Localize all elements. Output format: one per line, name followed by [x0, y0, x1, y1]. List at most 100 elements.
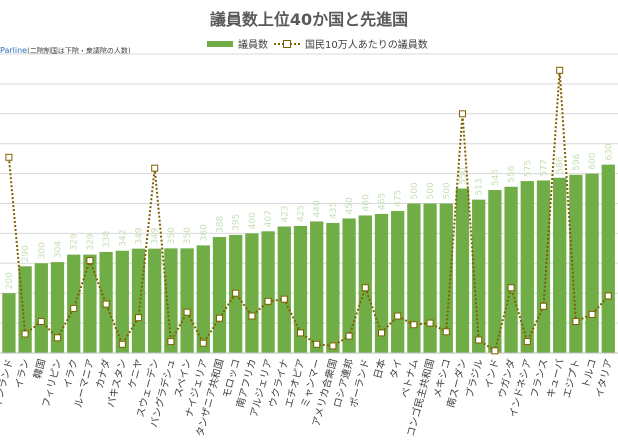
per-capita-marker — [345, 332, 353, 340]
per-capita-marker — [5, 153, 13, 161]
bar-value-label: 550 — [458, 167, 468, 184]
bar — [277, 226, 291, 353]
bar-value-label: 425 — [296, 205, 306, 222]
bar-value-label: 329 — [70, 233, 80, 250]
per-capita-marker — [523, 338, 531, 346]
bar-value-label: 556 — [507, 165, 517, 182]
per-capita-marker — [556, 66, 564, 74]
per-capita-marker — [118, 340, 126, 348]
x-tick-label: イラン — [13, 358, 32, 390]
per-capita-marker — [572, 317, 580, 325]
bar-value-label: 200 — [5, 272, 15, 289]
bar — [245, 233, 259, 353]
bar-value-label: 342 — [118, 230, 128, 247]
bar — [326, 222, 340, 353]
per-capita-marker — [232, 289, 240, 297]
bar — [391, 210, 405, 353]
bar — [585, 173, 599, 353]
bar — [148, 248, 162, 353]
bar-value-label: 465 — [377, 193, 387, 210]
per-capita-marker — [102, 300, 110, 308]
bar — [358, 215, 372, 353]
bar-value-label: 500 — [442, 182, 452, 199]
bar — [342, 218, 356, 353]
bar-value-label: 388 — [215, 216, 225, 233]
bar — [310, 221, 324, 353]
bar-value-label: 435 — [329, 202, 339, 219]
x-tick-label: トルコ — [581, 358, 599, 390]
per-capita-marker — [21, 330, 29, 338]
bar — [196, 245, 210, 353]
per-capita-marker — [410, 321, 418, 329]
per-capita-marker — [426, 319, 434, 327]
per-capita-marker — [37, 317, 45, 325]
bar-value-label: 304 — [54, 241, 64, 258]
per-capita-marker — [604, 292, 612, 300]
legend-item-line: 国民10万人あたりの議員数 — [274, 36, 428, 51]
per-capita-marker — [361, 284, 369, 292]
bar — [504, 186, 518, 353]
legend-line-swatch — [274, 39, 300, 49]
per-capita-marker — [491, 347, 499, 355]
per-capita-marker — [475, 336, 483, 344]
bar-value-label: 350 — [167, 227, 177, 244]
bar — [407, 203, 421, 353]
bar-value-label: 500 — [410, 182, 420, 199]
bar-value-label: 290 — [21, 245, 31, 262]
bar — [553, 177, 567, 353]
bar-value-label: 450 — [345, 197, 355, 214]
bar — [115, 250, 129, 353]
x-tick-label: ケニヤ — [126, 358, 145, 390]
legend-bar-swatch — [207, 40, 233, 47]
bar — [164, 248, 178, 353]
x-tick-label: イラク — [61, 358, 80, 390]
per-capita-marker — [394, 312, 402, 320]
bar — [261, 231, 275, 353]
legend-item-bars: 議員数 — [207, 36, 268, 51]
bar-value-label: 360 — [199, 224, 209, 241]
per-capita-marker — [442, 328, 450, 336]
bar-value-label: 338 — [102, 230, 112, 247]
bar-value-label: 329 — [86, 233, 96, 250]
per-capita-marker — [215, 314, 223, 322]
per-capita-marker — [313, 340, 321, 348]
per-capita-marker — [248, 312, 256, 320]
bar — [34, 263, 48, 353]
per-capita-marker — [377, 329, 385, 337]
x-tick-label: 韓国 — [31, 358, 48, 380]
bar-value-label: 349 — [151, 227, 161, 244]
per-capita-marker — [539, 302, 547, 310]
x-tick-label: インド — [483, 358, 501, 390]
per-capita-marker — [167, 338, 175, 346]
bar — [536, 180, 551, 353]
source-note: Parline(二院制国は下院・衆議院の人数) — [0, 46, 131, 56]
bar-value-label: 400 — [248, 212, 258, 229]
per-capita-marker — [329, 342, 337, 350]
per-capita-marker — [70, 304, 78, 312]
bar — [374, 213, 389, 353]
bar — [293, 225, 308, 353]
bar-value-label: 630 — [604, 143, 614, 160]
bar-value-label: 350 — [183, 227, 193, 244]
bar-value-label: 349 — [135, 227, 145, 244]
source-note-text: (二院制国は下院・衆議院の人数) — [27, 47, 131, 55]
bar-value-label: 596 — [572, 153, 582, 170]
bar-value-label: 407 — [264, 210, 274, 227]
bar-value-label: 440 — [313, 200, 323, 217]
bar — [423, 203, 437, 353]
bar-value-label: 460 — [361, 194, 371, 211]
per-capita-marker — [507, 284, 515, 292]
bar — [83, 254, 97, 353]
per-capita-marker — [183, 308, 191, 316]
per-capita-line — [7, 70, 610, 353]
per-capita-marker — [296, 329, 304, 337]
bar — [455, 188, 470, 353]
per-capita-marker — [86, 257, 94, 265]
legend-line-label: 国民10万人あたりの議員数 — [305, 40, 428, 51]
bar — [131, 248, 146, 353]
bar — [439, 203, 453, 353]
per-capita-marker — [458, 110, 466, 118]
per-capita-marker — [280, 295, 288, 303]
bar-value-label: 423 — [280, 205, 290, 222]
per-capita-marker — [199, 339, 207, 347]
